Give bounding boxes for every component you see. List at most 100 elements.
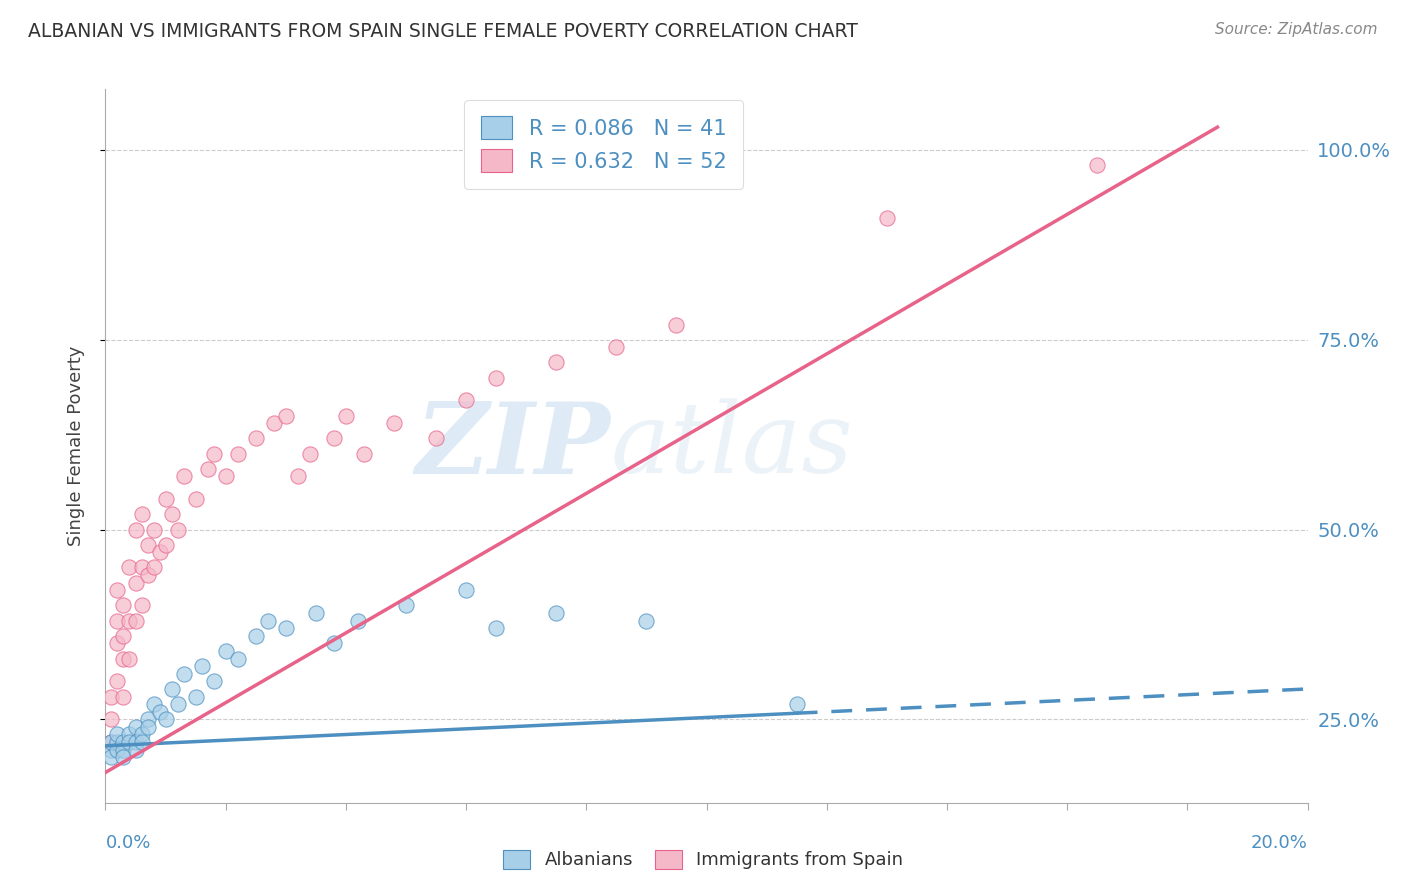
Point — [1085, 158, 1108, 172]
Point — [298, 447, 321, 461]
Point — [155, 492, 177, 507]
Point — [107, 583, 129, 598]
Text: Source: ZipAtlas.com: Source: ZipAtlas.com — [1215, 22, 1378, 37]
Point — [395, 599, 418, 613]
Point — [173, 469, 195, 483]
Point — [124, 523, 146, 537]
Point — [107, 727, 129, 741]
Point — [197, 462, 219, 476]
Point — [118, 727, 141, 741]
Point — [166, 523, 188, 537]
Point — [136, 568, 159, 582]
Point — [100, 735, 122, 749]
Point — [107, 735, 129, 749]
Point — [546, 355, 568, 369]
Point — [454, 583, 477, 598]
Point — [136, 538, 159, 552]
Point — [155, 712, 177, 726]
Point — [786, 697, 808, 711]
Point — [322, 431, 344, 445]
Point — [202, 674, 225, 689]
Point — [124, 575, 146, 590]
Point — [263, 416, 285, 430]
Point — [256, 614, 278, 628]
Point — [131, 508, 153, 522]
Point — [347, 614, 370, 628]
Point — [131, 735, 153, 749]
Point — [274, 409, 297, 423]
Point — [322, 636, 344, 650]
Text: ALBANIAN VS IMMIGRANTS FROM SPAIN SINGLE FEMALE POVERTY CORRELATION CHART: ALBANIAN VS IMMIGRANTS FROM SPAIN SINGLE… — [28, 22, 858, 41]
Point — [107, 674, 129, 689]
Point — [184, 690, 207, 704]
Point — [202, 447, 225, 461]
Point — [155, 538, 177, 552]
Point — [107, 636, 129, 650]
Point — [100, 735, 122, 749]
Point — [124, 735, 146, 749]
Point — [136, 712, 159, 726]
Text: ZIP: ZIP — [415, 398, 610, 494]
Point — [131, 560, 153, 574]
Legend: Albanians, Immigrants from Spain: Albanians, Immigrants from Spain — [494, 840, 912, 879]
Point — [485, 621, 508, 635]
Point — [100, 690, 122, 704]
Point — [118, 560, 141, 574]
Point — [118, 651, 141, 665]
Point — [136, 720, 159, 734]
Point — [636, 614, 658, 628]
Point — [112, 750, 135, 764]
Point — [226, 447, 249, 461]
Point — [425, 431, 447, 445]
Point — [353, 447, 375, 461]
Point — [124, 720, 146, 734]
Point — [160, 681, 183, 696]
Point — [112, 742, 135, 756]
Point — [112, 690, 135, 704]
Point — [142, 523, 165, 537]
Point — [665, 318, 688, 332]
Point — [382, 416, 405, 430]
Point — [142, 560, 165, 574]
Text: 0.0%: 0.0% — [105, 834, 150, 852]
Point — [214, 469, 236, 483]
Point — [112, 629, 135, 643]
Point — [184, 492, 207, 507]
Point — [173, 666, 195, 681]
Point — [305, 606, 328, 620]
Point — [148, 545, 170, 559]
Point — [190, 659, 212, 673]
Point — [131, 599, 153, 613]
Point — [100, 742, 122, 756]
Point — [226, 651, 249, 665]
Point — [124, 614, 146, 628]
Point — [100, 750, 122, 764]
Point — [274, 621, 297, 635]
Point — [112, 599, 135, 613]
Point — [124, 742, 146, 756]
Text: atlas: atlas — [610, 399, 853, 493]
Point — [605, 340, 627, 354]
Point — [454, 393, 477, 408]
Point — [118, 614, 141, 628]
Y-axis label: Single Female Poverty: Single Female Poverty — [66, 346, 84, 546]
Point — [287, 469, 309, 483]
Point — [112, 651, 135, 665]
Point — [214, 644, 236, 658]
Point — [245, 431, 267, 445]
Point — [335, 409, 357, 423]
Point — [876, 211, 898, 226]
Point — [131, 727, 153, 741]
Point — [148, 705, 170, 719]
Point — [107, 742, 129, 756]
Point — [245, 629, 267, 643]
Text: 20.0%: 20.0% — [1251, 834, 1308, 852]
Point — [546, 606, 568, 620]
Point — [112, 735, 135, 749]
Point — [160, 508, 183, 522]
Point — [166, 697, 188, 711]
Point — [118, 735, 141, 749]
Point — [107, 614, 129, 628]
Legend: R = 0.086   N = 41, R = 0.632   N = 52: R = 0.086 N = 41, R = 0.632 N = 52 — [464, 100, 744, 189]
Point — [142, 697, 165, 711]
